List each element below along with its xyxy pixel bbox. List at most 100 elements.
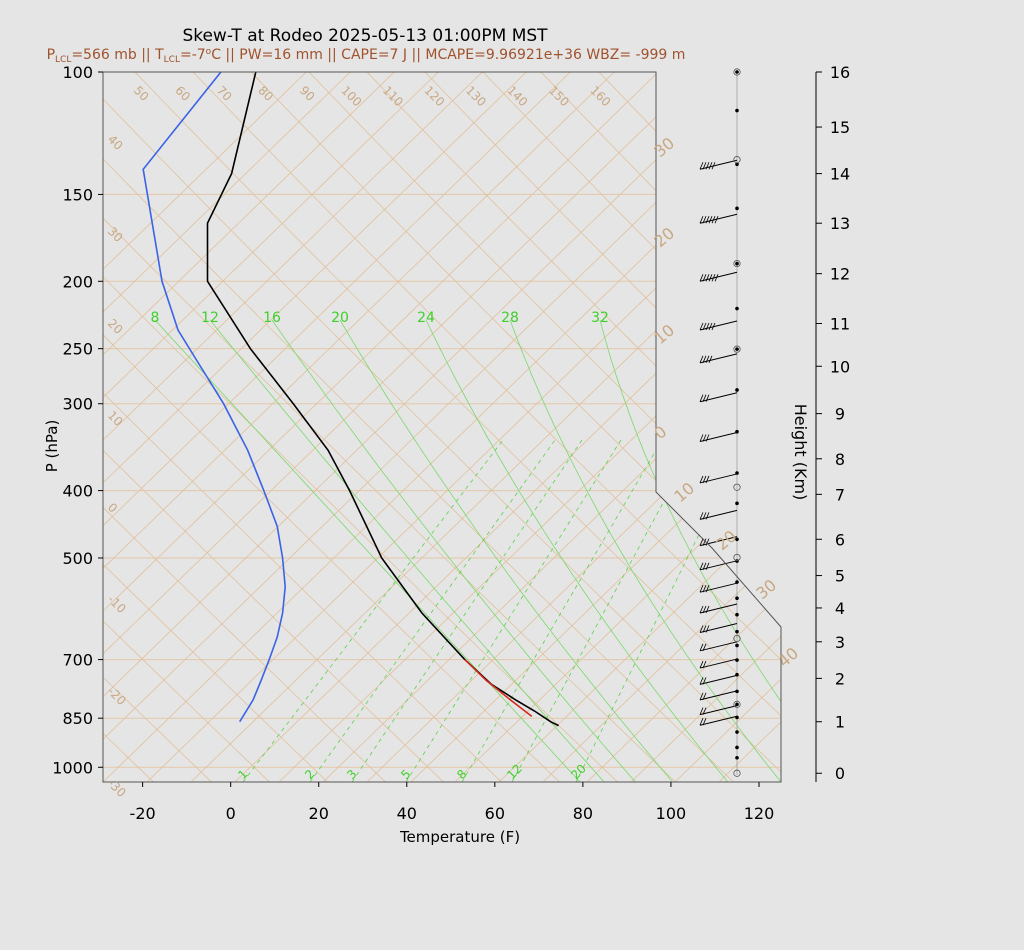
wind-barb-feather (699, 585, 704, 593)
wind-barb-feather (702, 475, 707, 484)
wind-barb-feather (702, 692, 707, 701)
dry-adiabat-line (714, 72, 781, 782)
wind-barb-feather (702, 707, 707, 715)
level-dot (735, 596, 739, 601)
level-circle (733, 259, 741, 268)
level-circle (733, 769, 741, 777)
height-tick-label: 12 (830, 265, 850, 284)
isotherm-line (103, 72, 571, 782)
level-dot (735, 745, 739, 750)
wind-barb (699, 658, 738, 669)
height-tick-label: 14 (830, 165, 850, 184)
adiabat-label: 20 (105, 316, 126, 337)
dry-adiabat-line (103, 72, 781, 782)
wind-barb (699, 432, 738, 443)
level-dot (735, 501, 739, 506)
wind-barb (699, 690, 738, 701)
height-axis-label: Height (Km) (791, 404, 810, 501)
isotherm-label: 70 (214, 83, 235, 104)
wind-barb (699, 392, 738, 403)
wind-barb-feather (702, 394, 707, 402)
adiabat-label-right: 20 (712, 526, 740, 554)
wind-barb (699, 560, 738, 571)
wind-barb-feather (699, 643, 704, 651)
wind-barb-feather (702, 512, 707, 520)
wind-barb-feather (705, 475, 710, 484)
mixing-ratio-label: 12 (504, 761, 525, 782)
moist-adiabat-line (209, 319, 605, 782)
height-tick-label: 3 (835, 633, 845, 652)
dry-adiabat-line (103, 72, 734, 782)
mixing-ratio-line (405, 439, 622, 782)
level-dot (735, 559, 739, 563)
level-dot (735, 388, 739, 392)
wind-barb-feather (699, 538, 704, 546)
wetbulb-label: 28 (501, 310, 519, 326)
isotherm-label: 90 (297, 83, 318, 104)
isotherm-label: 110 (380, 83, 406, 109)
wind-barb-feather (702, 322, 707, 331)
wind-barb-feather (702, 355, 707, 363)
isotherm-label: 100 (338, 83, 364, 109)
pressure-tick-label: 150 (62, 185, 93, 204)
level-dot (735, 162, 739, 167)
isotherm-line (103, 72, 703, 782)
dry-adiabat-line (103, 72, 502, 782)
level-circle (733, 345, 741, 353)
dry-adiabat-line (103, 72, 386, 782)
pressure-tick-label: 250 (62, 340, 93, 359)
height-tick-label: 11 (830, 314, 850, 333)
height-tick-label: 9 (835, 405, 845, 424)
plot-frame (102, 71, 782, 783)
dry-adiabat-line (103, 72, 154, 782)
wind-barb-feather (702, 162, 707, 170)
y-axis-label: P (hPa) (43, 420, 61, 473)
wind-barb (699, 623, 738, 633)
level-dot (735, 715, 739, 720)
dry-adiabat-line (103, 72, 328, 782)
adiabat-label-right: 10 (670, 478, 698, 506)
moist-adiabat-line (599, 319, 781, 782)
adiabat-label: -20 (105, 684, 129, 708)
wind-barb-feather (702, 538, 707, 546)
isotherm-line (103, 72, 781, 782)
adiabat-label: -30 (105, 776, 129, 800)
wind-barb-feather (702, 625, 707, 633)
isotherm-line (103, 72, 351, 782)
level-dot (735, 70, 739, 74)
wind-barb (699, 473, 738, 484)
wind-barb-feather (699, 394, 704, 402)
isotherm-line (498, 72, 781, 782)
wind-barb-feather (699, 625, 704, 633)
level-dot (735, 612, 739, 617)
chart-subtitle: PLCL=566 mb || TLCL=-7oC || PW=16 mm || … (47, 47, 686, 65)
wind-barb (699, 582, 738, 593)
pressure-tick-label: 700 (62, 651, 93, 670)
wind-barb-feather (708, 216, 713, 224)
mixing-ratio-line (351, 439, 583, 782)
dry-adiabat-line (250, 72, 781, 782)
adiabat-label: 0 (105, 500, 120, 515)
wind-barb-feather (705, 434, 710, 442)
wind-barb-feather (711, 322, 716, 331)
level-dot (735, 658, 739, 662)
isotherm-line (103, 72, 395, 782)
profile-line (464, 659, 533, 718)
isotherm-line (103, 72, 659, 782)
height-tick-label: 2 (835, 669, 845, 688)
pressure-tick-label: 1000 (52, 758, 93, 777)
isotherm-line (586, 72, 781, 782)
wind-barb-feather (702, 605, 707, 614)
mixing-ratio-label: 20 (568, 761, 589, 782)
height-tick-label: 5 (835, 567, 845, 586)
mixing-ratio-label: 2 (302, 767, 317, 782)
wind-barb-feather (699, 475, 704, 484)
temp-tick-label: -20 (130, 804, 156, 823)
isotherm-line (410, 72, 781, 782)
mixing-ratio-label: 3 (344, 767, 359, 782)
wetbulb-label: 32 (591, 310, 609, 326)
profile-line (206, 71, 559, 727)
moist-adiabat-line (425, 319, 729, 782)
wind-barb-feather (702, 718, 707, 726)
wind-barb-feather (699, 718, 704, 726)
